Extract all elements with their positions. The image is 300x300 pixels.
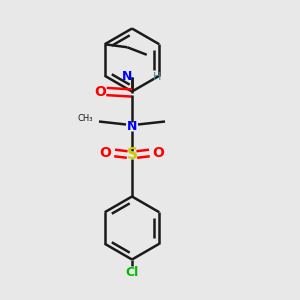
Text: Cl: Cl bbox=[125, 266, 139, 279]
Text: O: O bbox=[94, 85, 106, 98]
Text: CH₃: CH₃ bbox=[77, 114, 93, 123]
Text: H: H bbox=[153, 71, 162, 82]
Text: O: O bbox=[152, 146, 164, 160]
Text: S: S bbox=[127, 147, 137, 162]
Text: N: N bbox=[122, 70, 132, 83]
Text: N: N bbox=[127, 119, 137, 133]
Text: O: O bbox=[100, 146, 112, 160]
